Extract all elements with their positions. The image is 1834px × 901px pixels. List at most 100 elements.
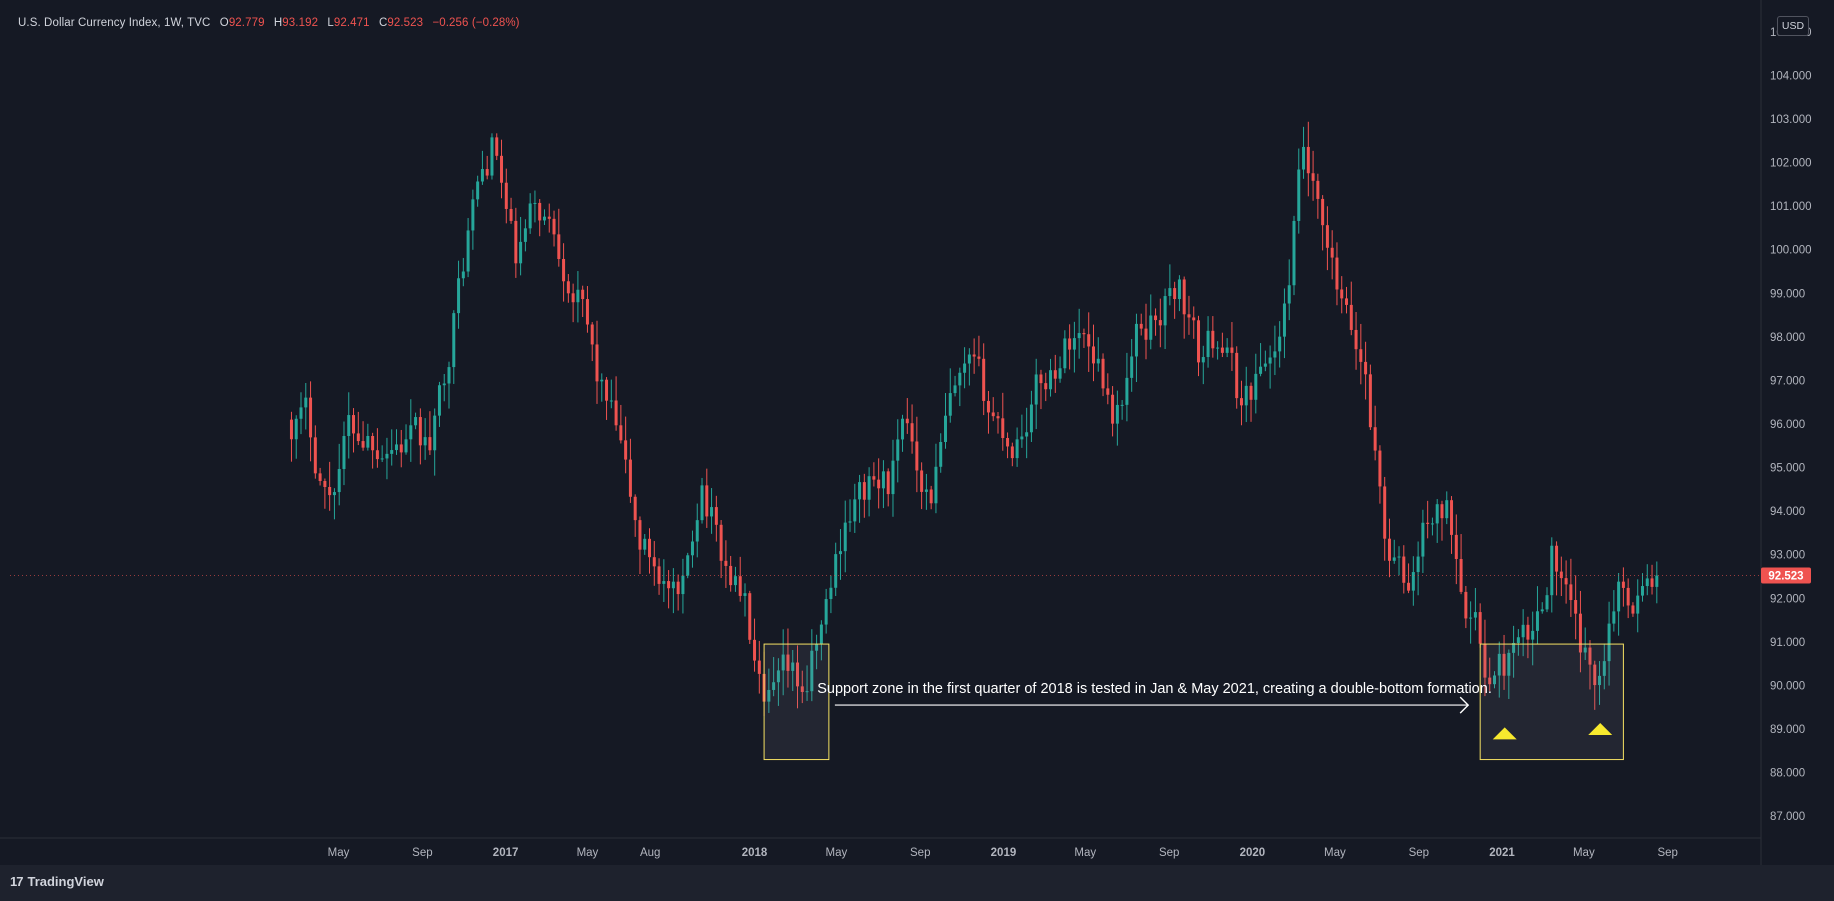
tradingview-logo[interactable]: 17 TradingView [10,874,104,889]
candle-body [1411,572,1415,591]
candle-body [304,397,308,408]
candle-body [581,289,585,300]
candle-body [624,440,628,460]
candle-body [523,228,527,242]
candle-body [1106,388,1110,395]
candle-body [1631,605,1635,614]
candle-body [662,581,666,584]
candle-body [1201,357,1205,363]
candle-body [337,469,341,493]
candle-body [294,418,298,440]
candle-body [1602,661,1606,676]
candle-body [1087,334,1091,347]
candle-body [418,417,422,446]
candle-body [1450,500,1454,535]
candle-body [1096,358,1100,364]
symbol-title: U.S. Dollar Currency Index, 1W, TVC [18,17,211,29]
open-value: 92.779 [228,17,265,29]
y-tick-label: 89.000 [1770,724,1805,736]
candle-body [910,423,914,442]
candle-body [805,691,809,693]
low-label: L [327,17,334,29]
candle-body [289,419,293,440]
candle-body [1488,677,1492,685]
x-tick-label: Aug [640,847,660,859]
candle-body [1516,637,1520,643]
candle-body [442,383,446,386]
candle-body [1617,581,1621,612]
annotation-text: Support zone in the first quarter of 201… [817,681,1492,697]
x-tick-label: 2018 [742,847,768,859]
candle-body [1598,675,1602,686]
candle-body [476,181,480,200]
candle-body [1063,338,1067,369]
candle-body [1387,538,1391,561]
x-tick-label: Sep [910,847,930,859]
candle-body [733,576,737,586]
candle-body [409,425,413,440]
last-price-label: 92.523 [1768,571,1803,583]
candle-body [299,407,303,419]
x-tick-label: 2020 [1240,847,1266,859]
x-tick-label: Sep [1409,847,1429,859]
candle-body [1282,303,1286,337]
candlestick-chart[interactable]: 105.000104.000103.000102.000101.000100.0… [0,0,1834,865]
candle-body [767,689,771,702]
candle-body [967,354,971,364]
candle-body [1120,404,1124,406]
candle-body [1378,450,1382,487]
candle-body [881,471,885,489]
candle-body [819,624,823,644]
candle-body [1235,352,1239,399]
candle-body [361,441,365,448]
candle-body [1134,323,1138,357]
candle-body [1015,439,1019,459]
candle-body [1058,368,1062,379]
candle-body [1182,279,1186,315]
candle-body [1478,612,1482,644]
candle-body [1416,556,1420,573]
candle-body [1268,357,1272,364]
y-tick-label: 88.000 [1770,768,1805,780]
candle-body [738,576,742,596]
candle-body [394,444,398,451]
candle-body [614,400,618,426]
currency-button[interactable]: USD [1777,16,1809,36]
candle-body [1072,338,1076,350]
candle-body [390,450,394,454]
candle-body [901,418,905,440]
annotation-arrow-head [1459,696,1470,714]
candle-body [1607,623,1611,662]
candle-body [1593,664,1597,686]
candle-body [915,441,919,471]
candle-body [1583,647,1587,653]
candle-body [590,324,594,345]
x-tick-label: Sep [1657,847,1677,859]
candle-body [791,662,795,671]
candle-body [633,496,637,521]
candle-body [695,520,699,542]
candle-body [1177,279,1181,300]
candle-body [485,169,489,176]
candle-body [1445,500,1449,519]
candle-body [509,208,513,221]
x-tick-label: May [328,847,350,859]
candle-body [585,299,589,325]
candle-body [1173,288,1177,300]
candle-body [1010,446,1014,459]
candle-body [538,202,542,221]
candle-body [1197,320,1201,363]
candle-body [628,459,632,497]
x-tick-label: 2021 [1489,847,1515,859]
y-tick-label: 95.000 [1770,463,1805,475]
candle-body [1392,557,1396,561]
candle-body [972,354,976,357]
candle-body [1025,432,1029,437]
candle-body [1144,328,1148,340]
candle-body [1526,624,1530,640]
candle-body [1483,643,1487,678]
candle-body [719,524,723,561]
legend-header: U.S. Dollar Currency Index, 1W, TVC O92.… [18,17,520,29]
support-zone-2018 [763,643,830,761]
candle-body [800,686,804,692]
